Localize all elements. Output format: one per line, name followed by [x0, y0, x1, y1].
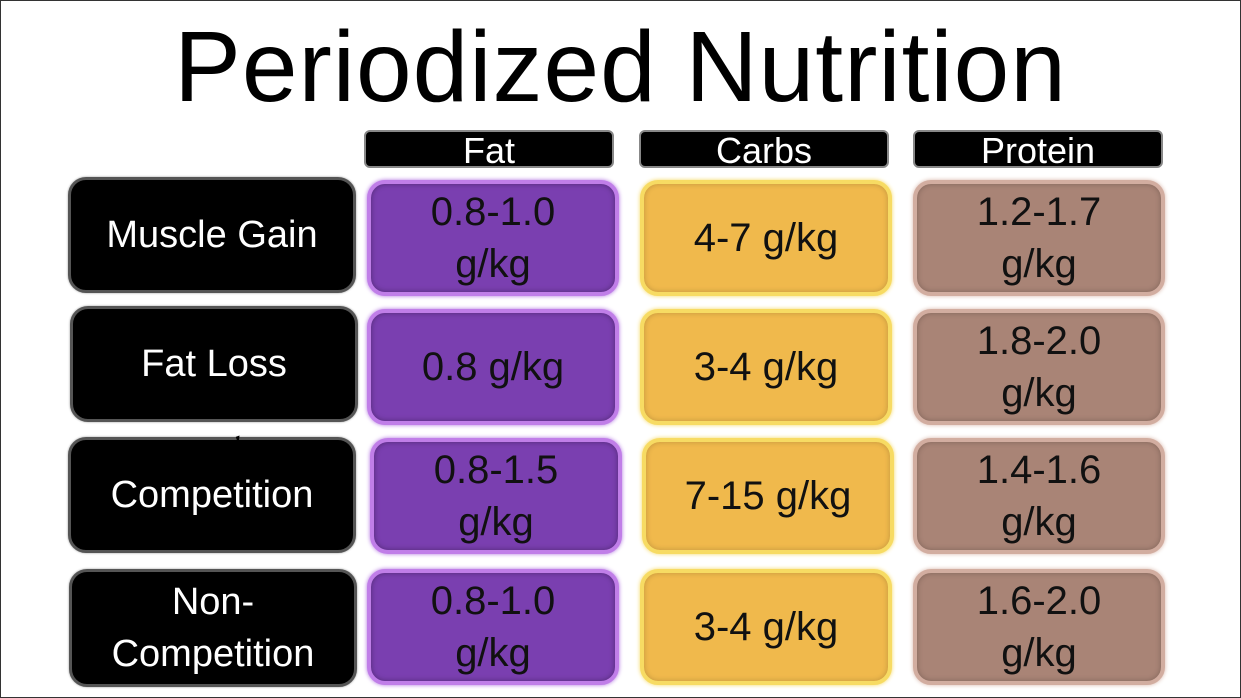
cell-muscle-gain-carbs: 4-7 g/kg: [640, 180, 892, 296]
cell-competition-protein: 1.4-1.6 g/kg: [913, 438, 1165, 554]
cell-fat-loss-carbs: 3-4 g/kg: [640, 309, 892, 425]
row-header-fat-loss: Fat Loss: [70, 306, 358, 422]
row-header-muscle-gain: Muscle Gain: [68, 177, 356, 293]
cell-competition-carbs: 7-15 g/kg: [642, 438, 894, 554]
cell-non-competition-protein: 1.6-2.0 g/kg: [913, 569, 1165, 685]
cell-fat-loss-fat: 0.8 g/kg: [367, 309, 619, 425]
row-header-non-competition: Non-Competition: [69, 569, 357, 687]
cell-non-competition-fat: 0.8-1.0 g/kg: [367, 569, 619, 685]
cell-competition-fat: 0.8-1.5 g/kg: [370, 438, 622, 554]
cell-non-competition-carbs: 3-4 g/kg: [640, 569, 892, 685]
slide-title: Periodized Nutrition: [174, 11, 1067, 123]
row-header-competition: Competition: [68, 437, 356, 553]
column-header-fat: Fat: [364, 130, 614, 170]
column-header-protein: Protein: [913, 130, 1163, 170]
cell-fat-loss-protein: 1.8-2.0 g/kg: [913, 309, 1165, 425]
cell-muscle-gain-fat: 0.8-1.0 g/kg: [367, 180, 619, 296]
cell-muscle-gain-protein: 1.2-1.7 g/kg: [913, 180, 1165, 296]
column-header-carbs: Carbs: [639, 130, 889, 170]
